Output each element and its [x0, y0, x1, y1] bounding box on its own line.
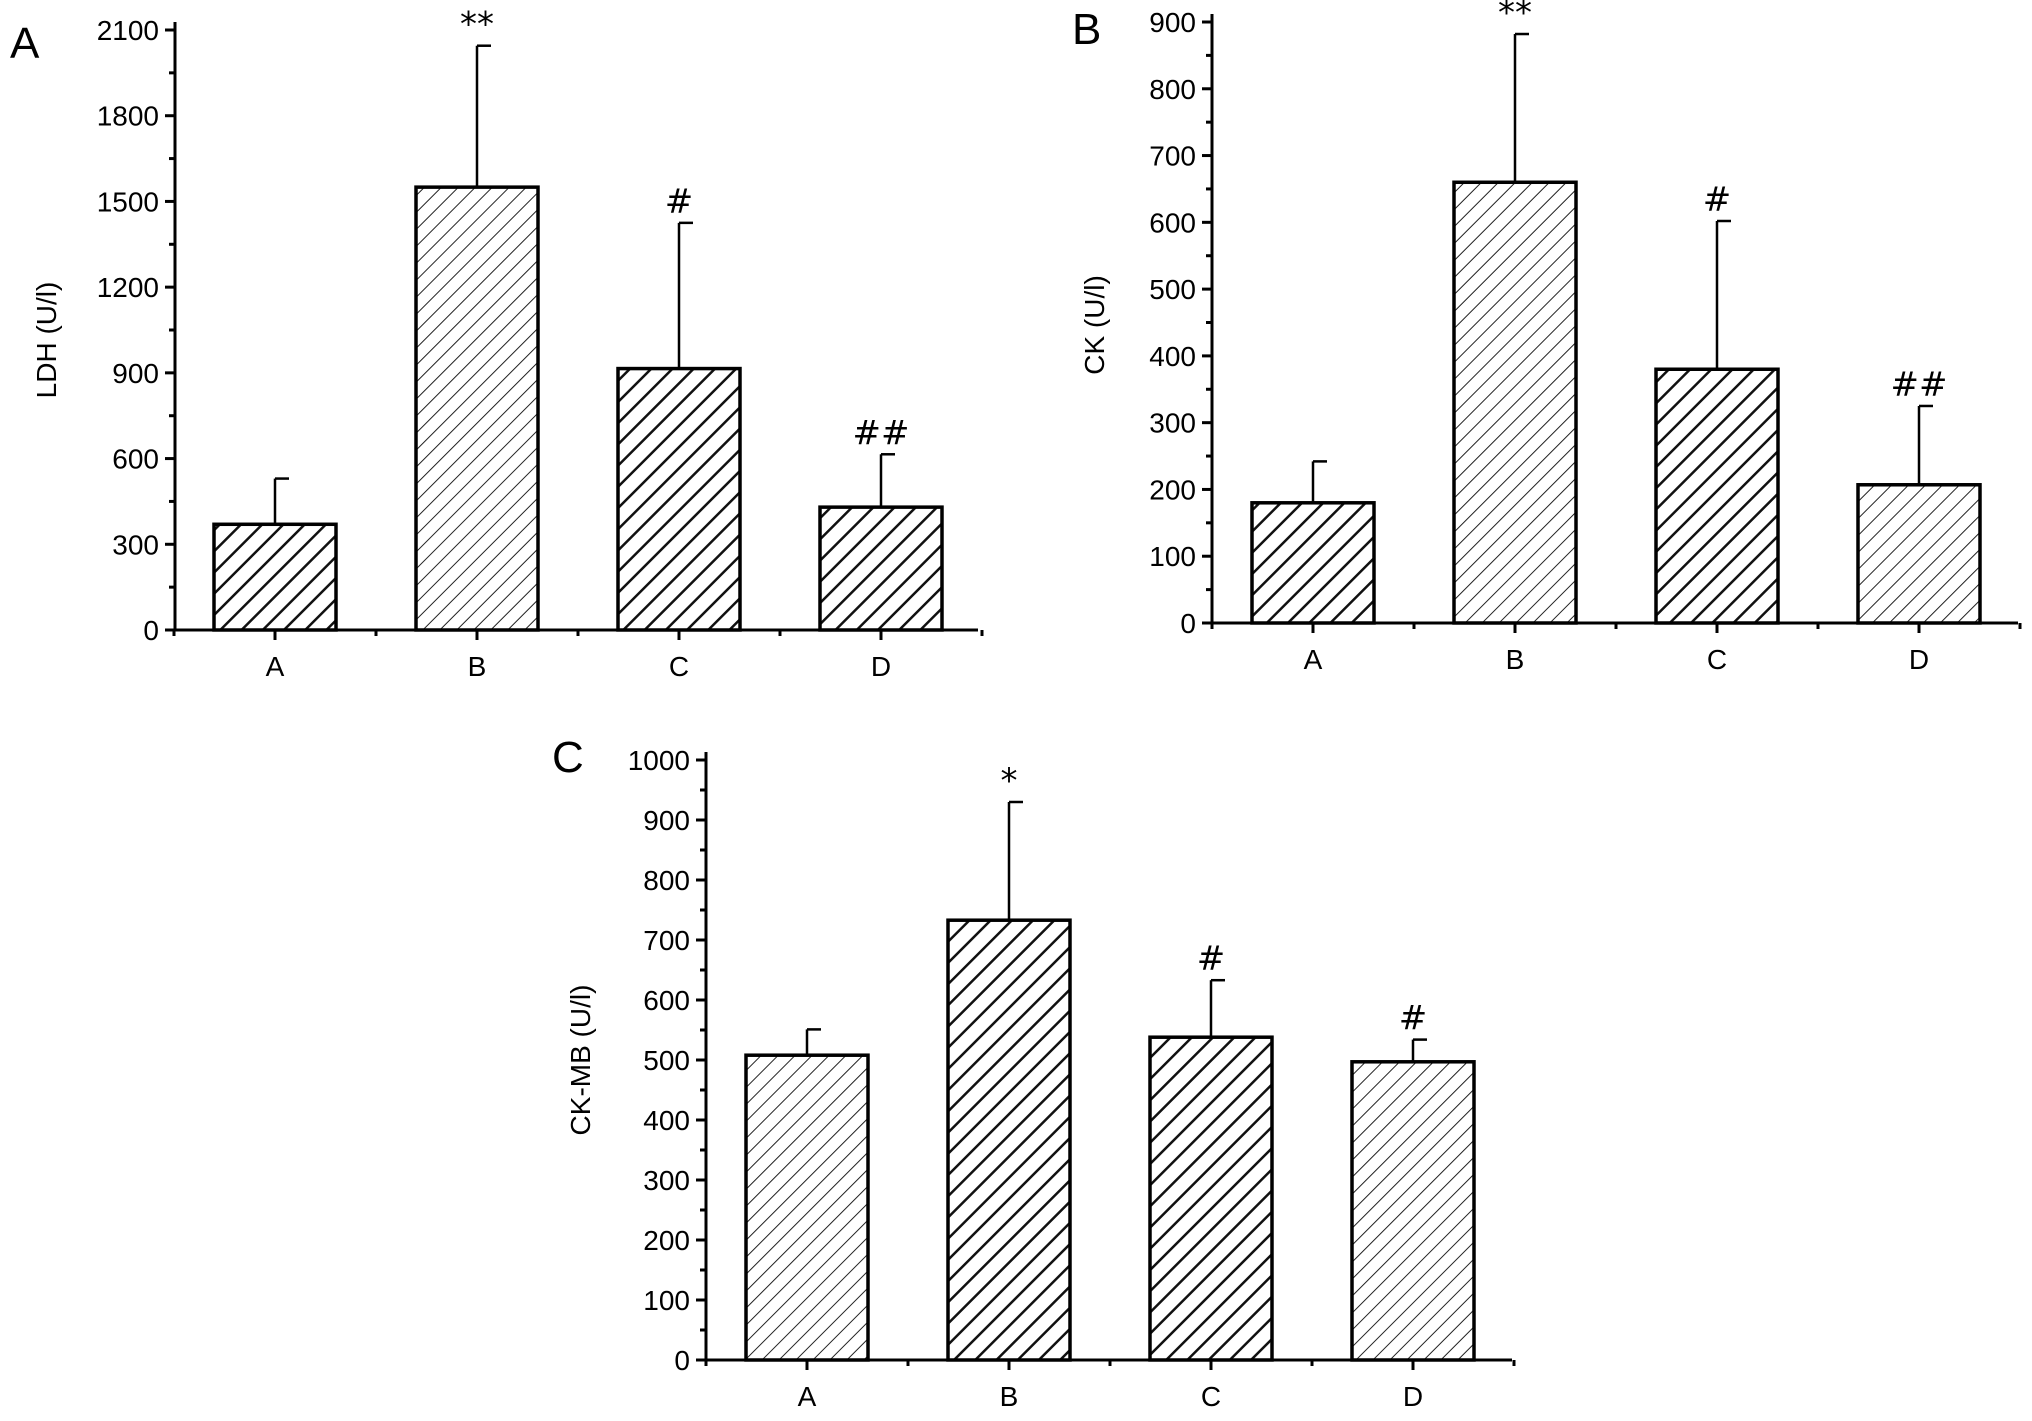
y-axis-title: CK (U/l) — [1079, 275, 1110, 375]
x-tick-label: C — [1707, 644, 1727, 675]
panel-b: B CK (U/l) A ** B # C ## D 0 100 200 300 400 500 600 7… — [1072, 0, 2022, 675]
bar-D — [1856, 483, 1982, 625]
y-axis-title: CK-MB (U/l) — [565, 985, 596, 1136]
x-tick-label: B — [468, 651, 487, 682]
bar-B — [414, 185, 540, 632]
y-tick-label: 400 — [1149, 341, 1196, 372]
bar-A — [744, 1053, 870, 1362]
y-tick-label: 900 — [1149, 7, 1196, 38]
y-tick-label: 900 — [643, 805, 690, 836]
x-tick-label: A — [1304, 644, 1323, 675]
y-tick-label: 2100 — [97, 15, 159, 46]
significance-mark: # — [665, 182, 694, 222]
panel-c: C CK-MB (U/l) A * B # C # D 0 100 200 300 400 500 600… — [552, 733, 1516, 1412]
y-axis-title: LDH (U/l) — [31, 282, 62, 399]
y-tick-label: 200 — [643, 1225, 690, 1256]
bar-C — [616, 366, 742, 632]
significance-mark: # — [1197, 939, 1226, 979]
y-tick-label: 600 — [1149, 207, 1196, 238]
y-tick-label: 600 — [643, 985, 690, 1016]
x-tick-label: A — [266, 651, 285, 682]
x-tick-label: D — [871, 651, 891, 682]
panel-a: A LDH (U/l) A ** B # C ## D 0 300 600 900 1200 1500 1… — [10, 5, 984, 682]
significance-mark: ** — [1498, 0, 1532, 33]
significance-mark: ## — [853, 413, 910, 453]
bar-A — [212, 522, 338, 632]
panel-letter: C — [552, 733, 584, 782]
y-tick-label: 0 — [674, 1345, 690, 1376]
significance-mark: # — [1703, 180, 1732, 220]
y-tick-label: 100 — [1149, 541, 1196, 572]
x-tick-label: D — [1403, 1381, 1423, 1412]
y-tick-label: 1200 — [97, 272, 159, 303]
y-tick-label: 900 — [112, 358, 159, 389]
y-tick-label: 200 — [1149, 474, 1196, 505]
bar-D — [818, 505, 944, 632]
bar-B — [1452, 180, 1578, 625]
y-tick-label: 700 — [1149, 141, 1196, 172]
y-tick-label: 300 — [643, 1165, 690, 1196]
y-tick-label: 0 — [1180, 608, 1196, 639]
y-tick-label: 1000 — [628, 745, 690, 776]
panel-letter: B — [1072, 5, 1101, 54]
bar-A — [1250, 501, 1376, 625]
x-tick-label: D — [1909, 644, 1929, 675]
significance-mark: # — [1399, 999, 1428, 1039]
x-tick-label: A — [798, 1381, 817, 1412]
bar-C — [1148, 1035, 1274, 1362]
panel-letter: A — [10, 19, 40, 68]
y-tick-label: 500 — [1149, 274, 1196, 305]
significance-mark: * — [1001, 761, 1018, 801]
y-tick-label: 800 — [1149, 74, 1196, 105]
bar-B — [946, 918, 1072, 1362]
x-tick-label: B — [1506, 644, 1525, 675]
x-tick-label: B — [1000, 1381, 1019, 1412]
y-tick-label: 0 — [143, 615, 159, 646]
bar-D — [1350, 1060, 1476, 1362]
y-tick-label: 300 — [112, 529, 159, 560]
significance-mark: ** — [460, 5, 494, 45]
bar-C — [1654, 367, 1780, 625]
y-tick-label: 500 — [643, 1045, 690, 1076]
y-tick-label: 100 — [643, 1285, 690, 1316]
y-tick-label: 600 — [112, 444, 159, 475]
y-tick-label: 300 — [1149, 408, 1196, 439]
y-tick-label: 700 — [643, 925, 690, 956]
x-tick-label: C — [669, 651, 689, 682]
x-tick-label: C — [1201, 1381, 1221, 1412]
significance-mark: ## — [1891, 365, 1948, 405]
y-tick-label: 1500 — [97, 186, 159, 217]
y-tick-label: 400 — [643, 1105, 690, 1136]
y-tick-label: 1800 — [97, 101, 159, 132]
y-tick-label: 800 — [643, 865, 690, 896]
